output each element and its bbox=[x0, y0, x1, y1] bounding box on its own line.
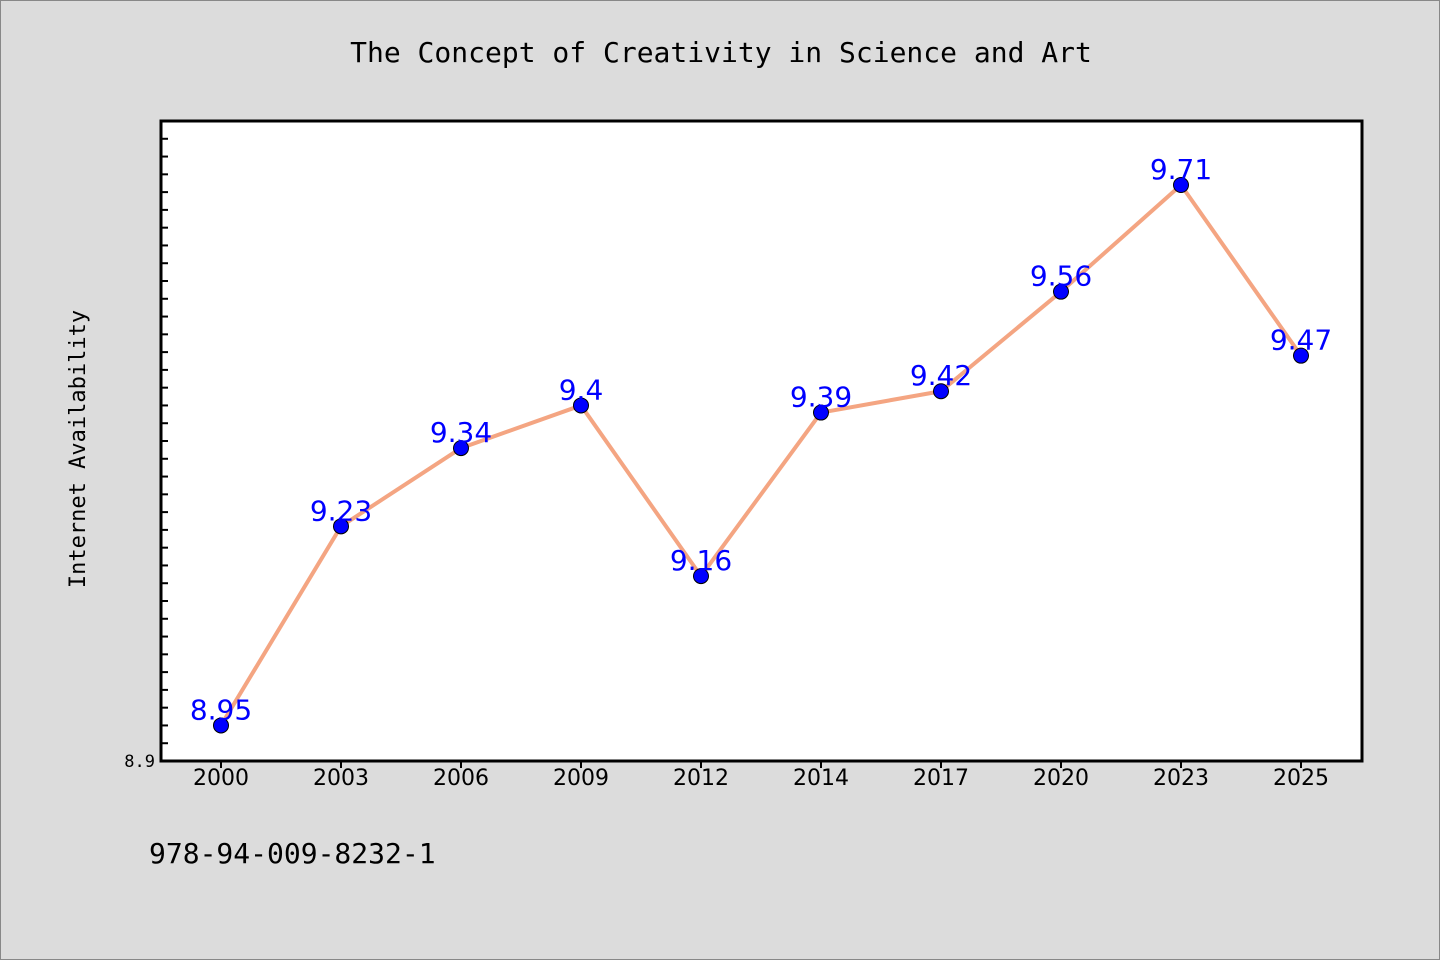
data-point bbox=[1053, 283, 1069, 300]
isbn-text: 978-94-009-8232-1 bbox=[149, 837, 436, 870]
data-label: 9.42 bbox=[910, 359, 972, 392]
data-label: 9.16 bbox=[670, 544, 732, 577]
data-label: 9.47 bbox=[1270, 324, 1332, 357]
x-tick-label: 2009 bbox=[553, 766, 609, 791]
chart-title: The Concept of Creativity in Science and… bbox=[350, 36, 1092, 69]
data-label: 9.71 bbox=[1150, 153, 1212, 186]
x-tick-labels: 2000 2003 2006 2009 2012 2014 2017 2020 2023 2025 bbox=[193, 766, 1329, 791]
x-tick-label: 2017 bbox=[913, 766, 969, 791]
x-tick-label: 2025 bbox=[1273, 766, 1329, 791]
data-label: 9.4 bbox=[559, 373, 604, 406]
data-point bbox=[813, 404, 829, 421]
x-tick-label: 2006 bbox=[433, 766, 489, 791]
series-markers bbox=[213, 177, 1309, 734]
plot-frame bbox=[159, 119, 1364, 763]
series-line bbox=[219, 183, 1303, 728]
data-point bbox=[573, 397, 589, 414]
data-label: 8.95 bbox=[190, 693, 252, 726]
series-data-labels: 8.95 9.23 9.34 9.4 9.16 9.39 9.42 9.56 9.71 9.47 bbox=[190, 153, 1332, 726]
x-tick-label: 2023 bbox=[1153, 766, 1209, 791]
data-label: 9.39 bbox=[790, 381, 852, 414]
data-point bbox=[693, 568, 709, 585]
plot-area bbox=[161, 121, 1362, 761]
y-tick-labels: 8.9 bbox=[124, 752, 155, 772]
data-point bbox=[453, 440, 469, 457]
x-tick-label: 2012 bbox=[673, 766, 729, 791]
data-point bbox=[933, 383, 949, 400]
y-axis-label: Internet Availability bbox=[66, 310, 91, 588]
data-point bbox=[1173, 177, 1189, 193]
y-tick-label: 8.9 bbox=[124, 752, 155, 772]
x-tick-label: 2020 bbox=[1033, 766, 1089, 791]
x-tick-label: 2003 bbox=[313, 766, 369, 791]
x-tick-label: 2000 bbox=[193, 766, 249, 791]
data-point bbox=[1293, 347, 1309, 364]
data-label: 9.23 bbox=[310, 494, 372, 527]
data-point bbox=[333, 518, 349, 535]
data-label: 9.56 bbox=[1030, 260, 1092, 293]
data-label: 9.34 bbox=[430, 416, 492, 449]
data-point bbox=[213, 717, 229, 734]
x-tick-label: 2014 bbox=[793, 766, 849, 791]
